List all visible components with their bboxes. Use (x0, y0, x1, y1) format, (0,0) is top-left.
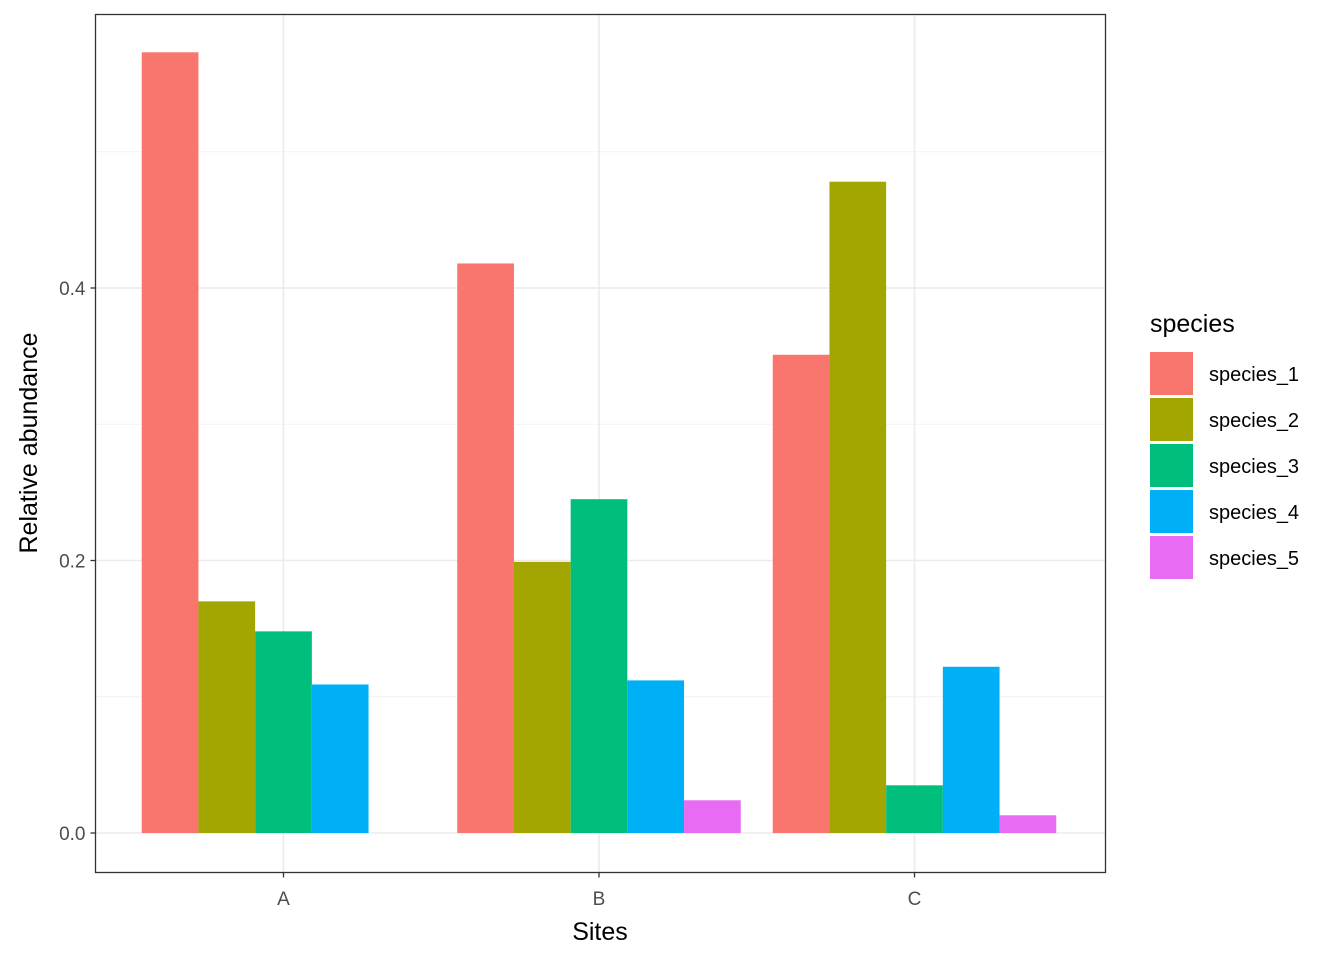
bar-species_2-A (198, 601, 256, 833)
legend-title: species (1150, 310, 1235, 338)
legend-label-species_4: species_4 (1209, 502, 1299, 524)
bar-species_1-A (141, 52, 199, 834)
bars-layer (141, 52, 1057, 834)
legend-key-species_4 (1150, 490, 1193, 533)
legend-items: species_1 species_2 species_3 species_4spec… (1150, 352, 1299, 579)
bar-species_5-B (684, 800, 741, 833)
legend-label-species_2: species_2 (1209, 410, 1299, 432)
y-tick-label: 0.0 (59, 824, 85, 845)
y-tick-label: 0.2 (59, 552, 85, 573)
y-axis-title: Relative abundance (15, 333, 43, 554)
legend-key-species_1 (1150, 352, 1193, 395)
legend-key-species_5 (1150, 536, 1193, 579)
bar-species_3-C (886, 785, 943, 833)
bar-species_4-B (627, 680, 685, 833)
bar-species_2-C (829, 181, 887, 834)
x-tick-label: B (593, 889, 606, 910)
x-tick-label: C (908, 889, 922, 910)
bar-species_1-C (772, 354, 830, 833)
x-axis: A B C (277, 872, 922, 910)
legend: species species_1species_2species_3speci… (1150, 310, 1299, 579)
x-axis-title: Sites (572, 918, 628, 946)
y-tick-label: 0.4 (59, 279, 86, 300)
legend-label-species_1: species_1 (1209, 364, 1299, 386)
legend-key-species_2 (1150, 398, 1193, 441)
panel-border (94, 13, 1107, 874)
y-axis: 0.0 0.2 0.4 (59, 279, 96, 845)
bar-species_2-B (513, 561, 571, 833)
legend-label-species_3: species_3 (1209, 456, 1299, 478)
legend-key-species_3 (1150, 444, 1193, 487)
bar-species_3-B (570, 499, 628, 833)
bar-species_1-B (457, 263, 514, 834)
bar-species_4-A (311, 684, 369, 833)
x-tick-label: A (277, 889, 290, 910)
bar-species_5-C (999, 815, 1057, 833)
bar-species_3-A (255, 631, 312, 833)
bar-species_4-C (942, 666, 1000, 833)
legend-label-species_5: species_5 (1209, 548, 1299, 570)
